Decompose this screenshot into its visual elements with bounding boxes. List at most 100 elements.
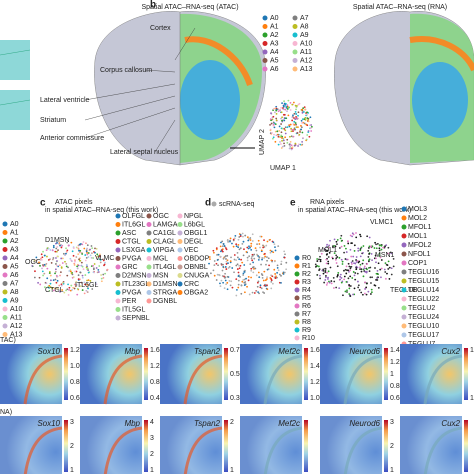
umap-dot (345, 251, 348, 253)
umap-dot (54, 268, 57, 271)
legend-swatch (115, 281, 121, 287)
umap-dot (221, 250, 224, 253)
umap-dot (267, 268, 270, 271)
umap-dot (276, 276, 278, 279)
umap-dot (258, 276, 261, 279)
umap-dot (335, 257, 338, 260)
umap-dot (360, 270, 363, 273)
umap-dot (238, 248, 241, 251)
umap-dot (301, 140, 304, 143)
umap-dot (227, 262, 229, 265)
umap-dot (324, 267, 327, 270)
umap-dot (67, 294, 70, 296)
text-label: 2 (230, 419, 234, 426)
umap-dot (301, 131, 304, 134)
umap-dot (291, 146, 294, 149)
text-label: DEGL (184, 238, 203, 245)
umap-dot (79, 271, 82, 274)
text-label: ITL23GL (122, 281, 149, 288)
umap-dot (40, 258, 43, 261)
umap-dot (67, 283, 69, 286)
umap-dot (255, 249, 258, 252)
umap-dot (359, 268, 361, 271)
umap-dot (374, 254, 377, 257)
umap-dot (56, 279, 59, 282)
umap-dot (64, 254, 66, 257)
umap-dot (266, 256, 268, 258)
text-label: CTGL (45, 287, 64, 294)
colorbar (304, 348, 308, 400)
umap-dot (226, 254, 229, 257)
umap-dot (273, 268, 276, 271)
umap-dot (323, 281, 326, 284)
legend-swatch (146, 222, 152, 227)
umap-dot (99, 261, 102, 264)
umap-dot (87, 287, 90, 290)
umap-dot (306, 117, 309, 120)
umap-dot (333, 287, 335, 289)
heatmap (240, 344, 302, 404)
umap-dot (343, 278, 346, 281)
umap-dot (41, 270, 44, 273)
text-label: CTGL (122, 238, 141, 245)
text-label: ITL6GL (122, 221, 145, 228)
umap-dot (274, 123, 277, 126)
umap-dot (368, 253, 370, 255)
umap-dot (267, 257, 270, 260)
text-label: A12 (10, 323, 23, 330)
umap-dot (280, 281, 282, 284)
umap-dot (284, 253, 286, 256)
umap-dot (231, 242, 233, 245)
legend-swatch (115, 222, 121, 227)
text-label: 0.8 (70, 379, 80, 386)
umap-dot (57, 255, 59, 258)
umap-dot (67, 266, 69, 269)
umap-dot (269, 249, 272, 252)
text-label: 2 (70, 443, 74, 450)
umap-dot (237, 246, 240, 249)
umap-dot (219, 285, 222, 288)
umap-dot (274, 140, 277, 143)
umap-dot (270, 280, 273, 283)
umap-dot (246, 285, 248, 288)
legend-swatch (115, 273, 121, 278)
umap-dot (366, 235, 369, 238)
tissue-band (423, 426, 463, 474)
umap-dot (84, 283, 86, 286)
umap-dot (300, 124, 302, 127)
umap-dot (75, 246, 78, 249)
umap-dot (92, 267, 95, 270)
text-label: R10 (302, 335, 315, 342)
umap-dot (364, 281, 366, 284)
umap-dot (218, 274, 221, 277)
umap-dot (77, 278, 80, 281)
legend-swatch (401, 242, 407, 248)
tissue-band (263, 426, 303, 474)
text-label: 0.4 (150, 395, 160, 402)
legend-swatch (177, 230, 183, 236)
umap-dot (73, 287, 76, 290)
umap-dot (239, 275, 241, 278)
legend-swatch (401, 224, 407, 230)
umap-dot (74, 259, 76, 262)
umap-dot (223, 287, 226, 290)
umap-dot (377, 286, 380, 289)
umap-dot (224, 247, 227, 249)
tissue-band (343, 426, 383, 474)
umap-dot (388, 278, 391, 280)
umap-dot (366, 263, 368, 265)
text-label: TEGLU15 (408, 278, 439, 285)
text-label: A9 (300, 32, 309, 39)
legend-swatch (401, 233, 407, 239)
colorbar (384, 420, 388, 472)
umap-dot (65, 247, 67, 250)
heatmap (240, 416, 302, 474)
umap-dot (330, 282, 333, 285)
umap-dot (251, 259, 254, 262)
text-label: 1 (390, 371, 394, 378)
umap-dot (65, 265, 68, 268)
umap-dot (260, 249, 263, 252)
umap-dot (226, 288, 229, 291)
tissue-band (23, 354, 63, 405)
umap-dot (215, 247, 218, 249)
